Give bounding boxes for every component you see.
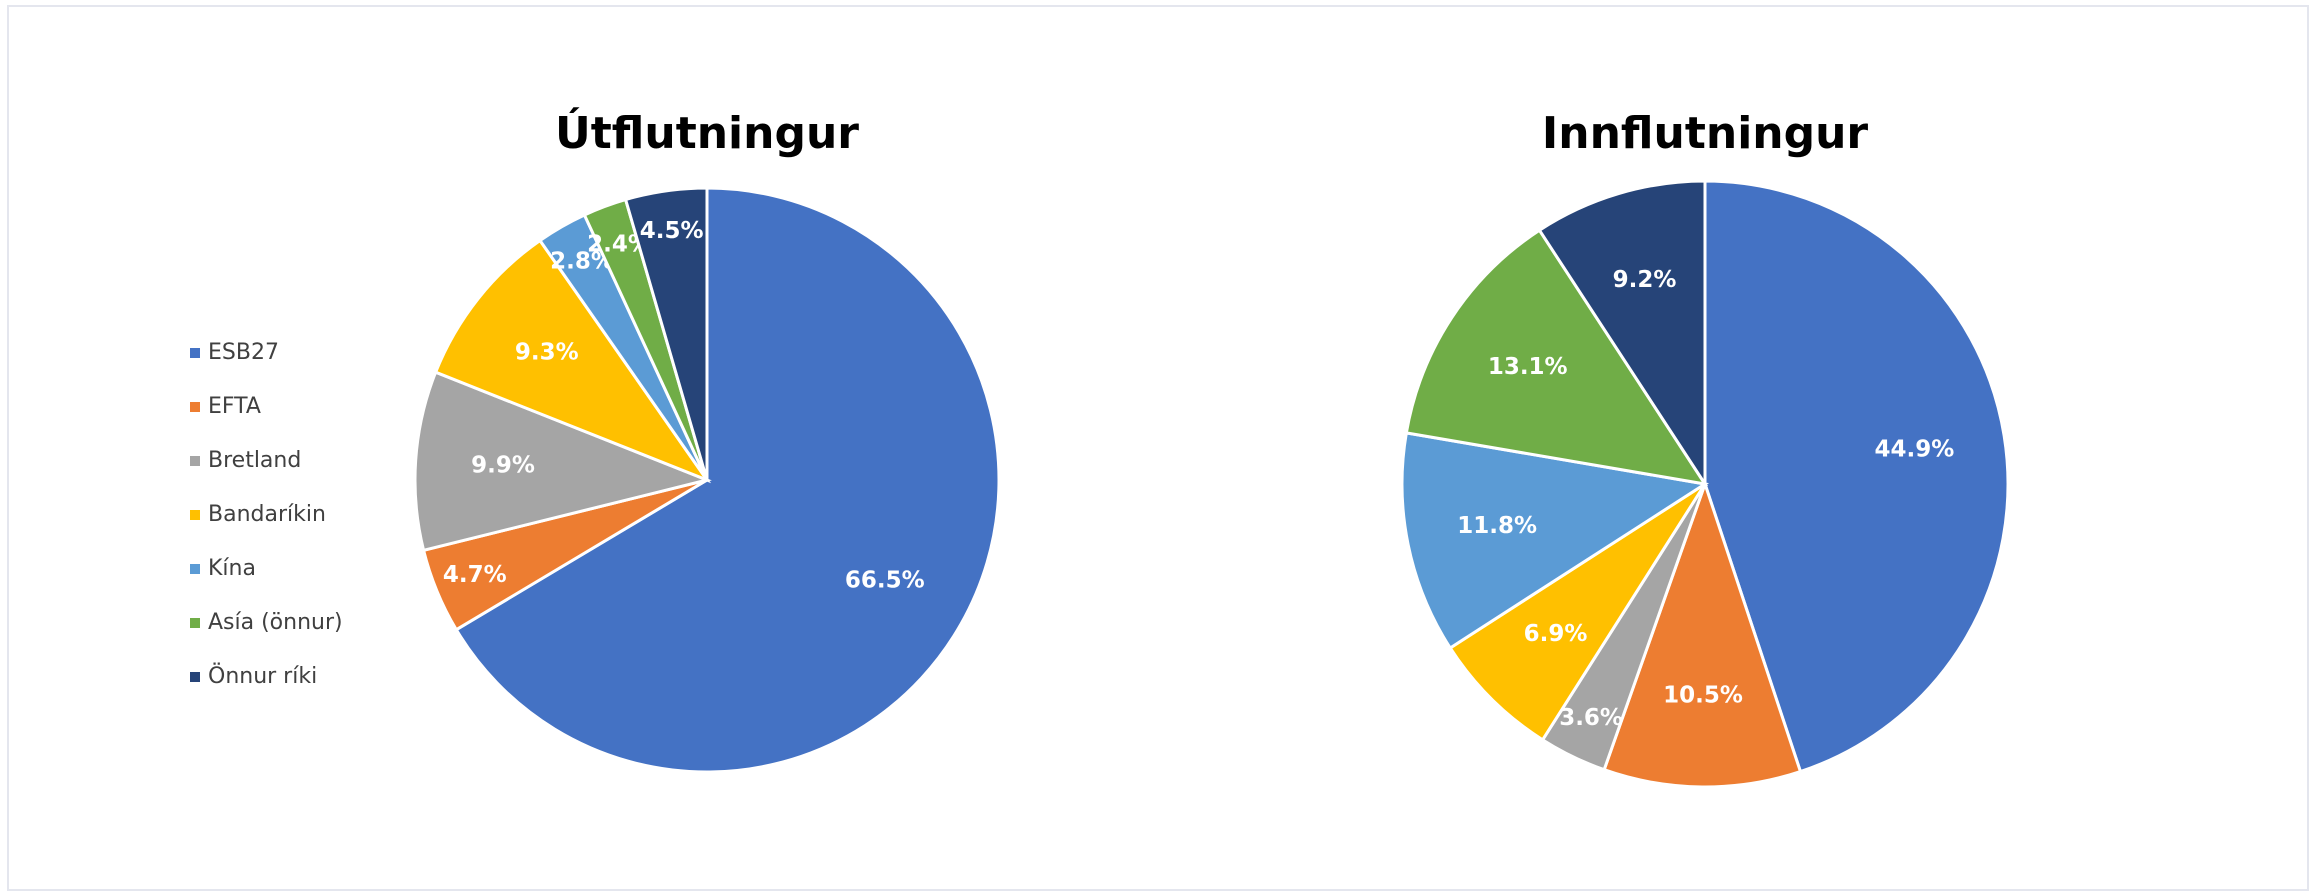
pie-slice — [1400, 431, 1710, 651]
charts: Útflutningur66.5%4.7%9.9%9.3%2.8%2.4%4.5… — [413, 106, 2010, 789]
legend-swatch — [190, 402, 200, 412]
legend-label: EFTA — [208, 394, 261, 419]
data-label: 9.9% — [471, 453, 535, 479]
legend-swatch — [190, 348, 200, 358]
pie-slice — [1602, 479, 1803, 789]
data-label: 4.7% — [443, 562, 507, 588]
data-label: 10.5% — [1663, 683, 1743, 709]
data-label: 9.2% — [1613, 267, 1677, 293]
data-label: 6.9% — [1524, 621, 1588, 647]
pie-slice — [1537, 179, 1707, 490]
legend-label: Asía (önnur) — [208, 610, 343, 635]
data-label: 66.5% — [845, 567, 925, 593]
legend-swatch — [190, 510, 200, 520]
legend-swatch — [190, 564, 200, 574]
data-label: 9.3% — [515, 340, 579, 366]
legend-swatch — [190, 672, 200, 682]
pie-chart: Innflutningur 44.9% 10.5% 3.6% 6.9% 11.8% 13.1… — [1400, 108, 2010, 789]
legend-label: Bretland — [208, 448, 301, 473]
pie-slice — [623, 186, 709, 481]
pie-slice — [1404, 228, 1709, 487]
pie-slice — [433, 238, 712, 484]
chart-title: Innflutningur — [1542, 108, 1869, 159]
legend-label: Önnur ríki — [208, 663, 317, 689]
legend-swatch — [190, 618, 200, 628]
pie-chart: Útflutningur66.5%4.7%9.9%9.3%2.8%2.4%4.5… — [413, 106, 1001, 774]
legend-swatch — [190, 456, 200, 466]
chart-title: Útflutningur — [555, 106, 859, 159]
legend-label: ESB27 — [208, 340, 279, 365]
legend: ESB27 EFTA Bretland Bandaríkin Kína Asía (önn… — [190, 340, 343, 689]
data-label: 4.5% — [640, 218, 704, 244]
pie-slice — [454, 186, 1001, 774]
pie-slice — [1703, 179, 2010, 774]
pie-slice — [1448, 482, 1707, 742]
pie-slice — [413, 370, 712, 553]
legend-label: Kína — [208, 556, 256, 581]
data-label: 44.9% — [1874, 437, 1954, 463]
data-label: 11.8% — [1457, 513, 1537, 539]
data-label: 13.1% — [1488, 354, 1568, 380]
legend-label: Bandaríkin — [208, 502, 326, 527]
data-label: 3.6% — [1559, 705, 1623, 731]
